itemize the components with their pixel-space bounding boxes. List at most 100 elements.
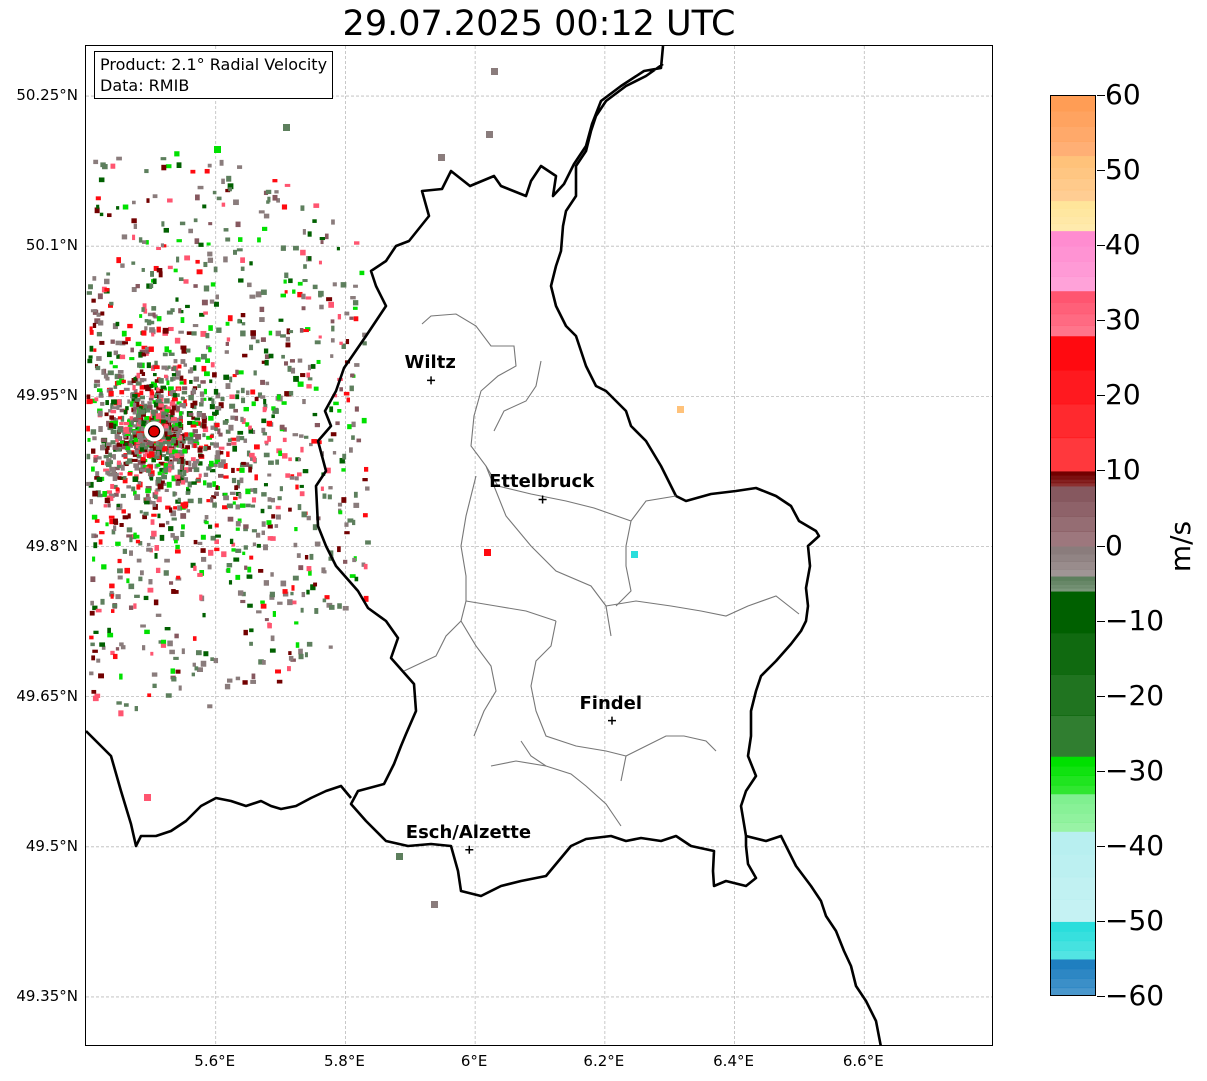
echo-pixel [297,358,303,363]
echo-pixel [110,483,115,489]
echo-pixel [197,667,203,673]
echo-pixel [91,298,96,303]
echo-pixel [138,419,142,425]
echo-pixel [160,243,164,248]
echo-pixel [146,319,152,326]
echo-pixel [173,656,179,660]
echo-pixel [347,518,354,523]
echo-pixel [134,594,140,598]
echo-pixel [167,198,173,203]
echo-pixel [208,415,214,421]
echo-pixel [214,523,219,528]
echo-pixel [200,534,206,540]
echo-pixel [311,439,318,444]
colorbar-band [1051,291,1095,303]
echo-pixel [226,563,233,568]
echo-pixel [210,497,214,503]
echo-pixel [86,425,90,432]
map-panel[interactable] [85,45,993,1046]
colorbar-tick-label: −10 [1105,603,1165,637]
lat-tick-label: 49.5°N [25,836,78,855]
colorbar-band [1051,822,1095,833]
echo-pixel [116,405,120,410]
echo-pixel [169,401,176,407]
echo-pixel [282,427,287,432]
echo-pixel [110,609,115,613]
colorbar-tick-mark [1097,920,1105,922]
echo-pixel [164,488,169,493]
echo-pixel [281,204,288,210]
echo-pixel [206,499,210,503]
echo-pixel [187,369,193,374]
echo-pixel [233,408,238,413]
echo-pixel [91,533,97,539]
echo-pixel [156,406,163,410]
echo-pixel [109,360,114,365]
colorbar-band [1051,584,1095,589]
echo-pixel [130,420,134,425]
echo-pixel [304,554,309,560]
echo-pixel [104,412,109,417]
echo-pixel [240,330,246,337]
echo-pixel [115,437,119,443]
city-marker-icon [607,716,616,725]
colorbar-band [1051,978,1095,989]
echo-pixel [178,685,182,691]
echo-pixel [143,595,149,601]
echo-pixel [145,485,152,491]
echo-pixel [116,206,120,210]
colorbar-band [1051,276,1095,292]
city-label: Ettelbruck [489,471,595,493]
echo-pixel [303,264,307,269]
echo-pixel [88,284,93,290]
echo-pixel [300,607,304,613]
echo-pixel [171,676,177,682]
echo-pixel [207,257,214,263]
echo-pixel [133,377,137,381]
echo-pixel [191,331,197,336]
echo-pixel [223,228,229,232]
echo-pixel [145,387,151,392]
echo-pixel [120,464,125,471]
colorbar-tick-label: −50 [1105,903,1165,937]
echo-pixel [109,415,115,420]
echo-pixel [202,612,206,618]
echo-pixel [117,476,122,480]
echo-pixel [213,442,219,448]
echo-pixel [119,408,125,413]
echo-pixel [139,570,144,576]
echo-pixel [306,384,312,389]
echo-pixel [224,683,231,690]
echo-pixel [218,473,224,478]
echo-pixel [139,314,143,318]
echo-pixel [153,365,160,370]
echo-pixel [138,351,143,358]
echo-pixel [180,458,184,464]
echo-pixel [283,361,289,366]
echo-pixel [146,547,153,552]
echo-pixel [87,358,93,364]
echo-pixel [293,245,299,251]
echo-pixel [305,296,312,300]
echo-pixel [126,534,133,538]
echo-pixel [212,462,218,468]
echo-pixel [117,402,122,408]
echo-pixel [126,450,132,455]
colorbar-band [1051,775,1095,786]
echo-pixel [129,357,135,361]
echo-pixel [299,484,304,488]
echo-pixel [320,486,324,491]
echo-pixel [95,196,101,201]
echo-pixel [138,437,144,443]
colorbar-band [1051,201,1095,210]
echo-pixel [143,378,147,382]
echo-pixel [208,397,213,401]
echo-pixel [170,533,175,538]
colorbar-band [1051,531,1095,547]
colorbar-band [1051,261,1095,277]
echo-pixel [165,441,172,445]
echo-pixel [160,408,165,414]
echo-pixel [340,282,347,288]
echo-pixel [294,527,298,532]
echo-pixel [206,242,211,246]
